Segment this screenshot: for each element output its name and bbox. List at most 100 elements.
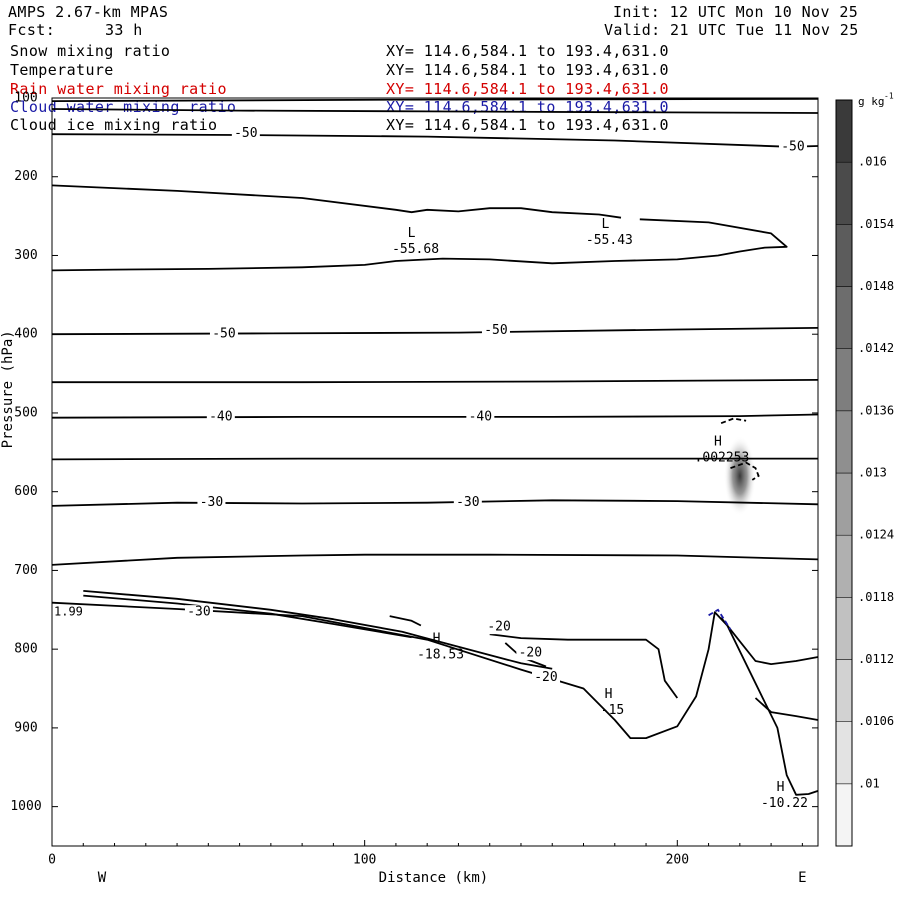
extremum-value: .002253 <box>695 450 750 465</box>
forecast-label: Fcst: <box>8 21 56 39</box>
dashed-contour <box>720 417 747 425</box>
y-tick-label: 600 <box>14 484 37 499</box>
field-name-cloud-ice: Cloud ice mixing ratio <box>10 116 218 134</box>
contour-label-bg <box>197 495 226 510</box>
extremum-value: -55.68 <box>392 242 439 257</box>
field-xy-temperature: XY= 114.6,584.1 to 193.4,631.0 <box>386 61 669 79</box>
x-tick-label: 200 <box>666 853 689 868</box>
field-name-snow: Snow mixing ratio <box>10 42 171 60</box>
contour-label-bg <box>481 323 510 338</box>
y-tick-label: 500 <box>14 405 37 420</box>
y-tick-label: 200 <box>14 169 37 184</box>
y-tick-label: 100 <box>14 91 37 106</box>
temperature-contour <box>83 590 553 670</box>
contour-label: -30 <box>200 495 223 510</box>
extremum-kind: L <box>408 226 416 241</box>
colorbar-units: g kg <box>858 95 885 108</box>
contour-label-bg <box>485 620 514 635</box>
field-xy-cloud-ice: XY= 114.6,584.1 to 193.4,631.0 <box>386 116 669 134</box>
temperature-contour <box>51 499 819 507</box>
x-tick-label: 100 <box>353 853 376 868</box>
temperature-contour <box>83 594 412 639</box>
init-time: Init: 12 UTC Mon 10 Nov 25 <box>613 3 859 21</box>
extremum-kind: H <box>777 780 785 795</box>
temperature-contour <box>51 108 819 114</box>
contour-label: -30 <box>456 495 479 510</box>
dashed-contour <box>708 608 732 630</box>
extremum-value: -18.53 <box>417 647 464 662</box>
colorbar-segment <box>835 348 853 412</box>
temperature-contour <box>51 218 788 272</box>
colorbar-segment <box>835 161 853 225</box>
colorbar-tick-label: .01 <box>858 776 880 790</box>
colorbar-segment <box>835 286 853 349</box>
field-name-cloud-water: Cloud water mixing ratio <box>10 98 237 116</box>
y-tick-label: 400 <box>14 327 37 342</box>
contour-label: -30 <box>187 605 210 620</box>
contour-label-bg <box>184 605 213 620</box>
x-tick-label: 0 <box>48 853 56 868</box>
colorbar-segment <box>835 472 853 536</box>
contour-label-bg <box>778 139 807 154</box>
extremum-kind: H <box>714 434 722 449</box>
temperature-contour <box>52 379 819 384</box>
forecast-value: 33 h <box>105 21 143 39</box>
temperature-contour <box>389 615 422 627</box>
colorbar-tick-label: .0118 <box>858 590 894 604</box>
contour-label-bg <box>531 670 560 685</box>
field-name-temperature: Temperature <box>10 61 114 79</box>
contour-label: -20 <box>487 620 510 635</box>
colorbar-tick-label: .0106 <box>858 714 894 728</box>
y-tick-label: 800 <box>14 642 37 657</box>
extremum-kind: H <box>433 631 441 646</box>
y-tick-label: 700 <box>14 563 37 578</box>
plot-frame <box>51 97 819 847</box>
extremum-value: -15 <box>601 703 624 718</box>
colorbar-segment <box>835 721 853 785</box>
colorbar-segment <box>835 597 853 660</box>
x-axis-label: Distance (km) <box>379 870 489 886</box>
colorbar-segment <box>835 534 853 598</box>
colorbar-segment <box>835 783 853 847</box>
contour-label: -40 <box>209 409 232 424</box>
shading-blob <box>723 435 756 516</box>
colorbar-tick-label: .0142 <box>858 341 894 355</box>
extremum-value: -10.22 <box>761 796 808 811</box>
colorbar-tick-label: .016 <box>858 155 887 169</box>
contour-label: -20 <box>519 646 542 661</box>
temperature-contour <box>51 184 622 219</box>
y-axis-label: Pressure (hPa) <box>0 330 16 448</box>
east-label: E <box>798 870 806 886</box>
colorbar-segment <box>835 659 853 722</box>
temperature-contour <box>754 697 819 721</box>
colorbar-segment <box>835 410 853 474</box>
extremum-kind: L <box>601 217 609 232</box>
contour-label: -50 <box>212 327 235 342</box>
contour-label-bg <box>209 327 238 342</box>
field-xy-rain: XY= 114.6,584.1 to 193.4,631.0 <box>386 80 669 98</box>
colorbar-tick-label: .0148 <box>858 279 894 293</box>
temperature-contour <box>51 457 818 461</box>
contour-label: -20 <box>534 670 557 685</box>
contour-label-bg <box>231 126 260 141</box>
contour-label-bg <box>206 409 235 424</box>
colorbar-units-exponent: -1 <box>884 92 894 101</box>
temperature-contour <box>51 133 819 148</box>
colorbar-segment <box>835 99 853 163</box>
y-tick-label: 900 <box>14 720 37 735</box>
model-title: AMPS 2.67-km MPAS <box>8 3 169 21</box>
colorbar-tick-label: .0136 <box>858 403 894 417</box>
colorbar-frame <box>835 99 853 847</box>
temperature-contour <box>51 413 819 419</box>
temperature-contour <box>51 601 819 796</box>
temperature-contour <box>489 633 679 699</box>
temperature-contour <box>51 327 819 336</box>
contour-label-bg <box>516 646 545 661</box>
extremum-kind: H <box>605 687 613 702</box>
temperature-contour <box>51 553 819 566</box>
colorbar-tick-label: .013 <box>858 466 887 480</box>
field-name-rain: Rain water mixing ratio <box>10 80 227 98</box>
contour-label: -50 <box>234 126 257 141</box>
extremum-value: -55.43 <box>586 233 633 248</box>
